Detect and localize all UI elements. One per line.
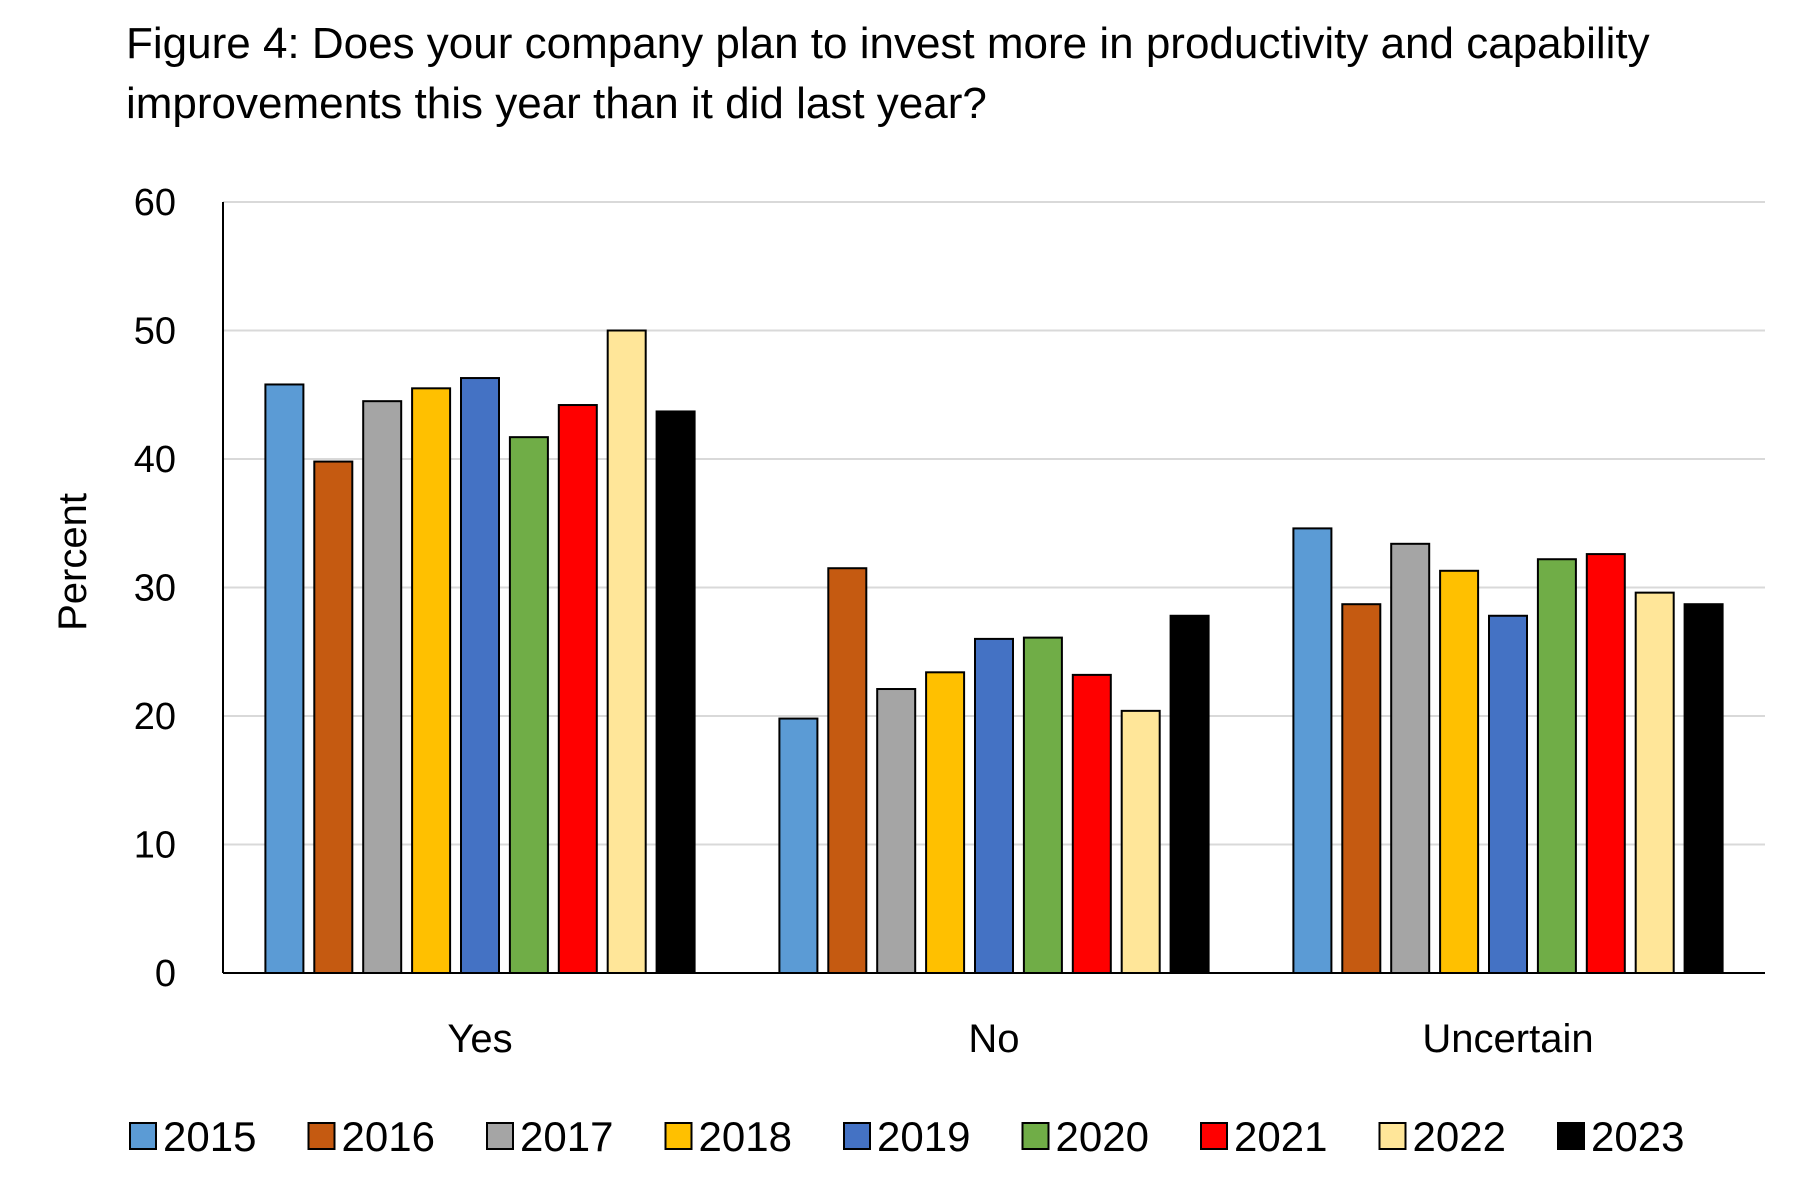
category-label-uncertain: Uncertain	[1422, 1017, 1593, 1061]
category-label-yes: Yes	[447, 1017, 512, 1061]
y-tick-labels: 0 10 20 30 40 50 60	[134, 182, 176, 995]
bar-no-2021	[1071, 673, 1112, 974]
chart-title-line-1: Figure 4: Does your company plan to inve…	[126, 19, 1650, 68]
y-tick-label-30: 30	[134, 568, 176, 610]
legend-swatch-2021	[1200, 1122, 1228, 1150]
bar-uncertain-2023	[1683, 603, 1724, 975]
bar-uncertain-2016	[1341, 603, 1382, 975]
legend-swatch-2015	[129, 1122, 157, 1150]
legend-swatch-2019	[843, 1122, 871, 1150]
bar-yes-2017	[362, 400, 403, 974]
y-axis-label: Percent	[51, 493, 95, 631]
legend-label-2015: 2015	[163, 1113, 256, 1160]
legend-label-2017: 2017	[520, 1113, 613, 1160]
bar-no-2015	[778, 717, 819, 974]
legend-swatch-2016	[307, 1122, 336, 1150]
y-tick-label-0: 0	[155, 953, 176, 995]
legend-swatch-2022	[1378, 1122, 1407, 1150]
legend: 2015 2016 2017 2018 2019 2020 2021 2022 2023	[129, 1113, 1684, 1160]
bar-yes-2023	[655, 410, 696, 974]
bars	[264, 329, 1724, 975]
bar-yes-2016	[313, 460, 354, 974]
bar-no-2022	[1120, 709, 1161, 974]
bar-yes-2015	[264, 383, 305, 975]
bar-uncertain-2022	[1634, 591, 1675, 974]
bar-uncertain-2020	[1536, 558, 1577, 974]
legend-swatch-2020	[1021, 1122, 1050, 1150]
bar-uncertain-2021	[1585, 553, 1626, 975]
legend-swatch-2017	[486, 1122, 514, 1150]
bar-uncertain-2019	[1488, 614, 1528, 975]
legend-swatch-2018	[664, 1122, 693, 1150]
bar-no-2016	[827, 567, 868, 974]
bar-yes-2019	[460, 377, 500, 975]
y-tick-label-20: 20	[134, 696, 176, 738]
y-tick-label-50: 50	[134, 311, 176, 353]
category-labels: Yes No Uncertain	[447, 1017, 1593, 1061]
legend-label-2021: 2021	[1234, 1113, 1327, 1160]
bar-uncertain-2017	[1390, 542, 1431, 974]
y-tick-label-40: 40	[134, 439, 176, 481]
legend-swatch-2023	[1557, 1122, 1585, 1150]
legend-label-2022: 2022	[1413, 1113, 1506, 1160]
chart-title-line-2: improvements this year than it did last …	[126, 79, 987, 128]
category-label-no: No	[968, 1017, 1019, 1061]
legend-label-2019: 2019	[877, 1113, 970, 1160]
bar-uncertain-2018	[1439, 569, 1480, 974]
bar-yes-2018	[411, 387, 452, 974]
bar-no-2019	[974, 637, 1014, 975]
chart-title: Figure 4: Does your company plan to inve…	[126, 14, 1786, 134]
bar-yes-2021	[557, 404, 598, 974]
legend-label-2020: 2020	[1056, 1113, 1149, 1160]
bar-yes-2020	[508, 436, 549, 974]
y-tick-label-60: 60	[134, 182, 176, 224]
legend-label-2016: 2016	[342, 1113, 435, 1160]
legend-label-2018: 2018	[699, 1113, 792, 1160]
legend-label-2023: 2023	[1591, 1113, 1684, 1160]
bar-yes-2022	[606, 329, 647, 974]
bar-no-2020	[1022, 636, 1063, 974]
axes	[222, 202, 1765, 974]
bar-uncertain-2015	[1292, 527, 1333, 974]
y-tick-label-10: 10	[134, 825, 176, 867]
bar-no-2023	[1169, 614, 1210, 975]
bar-no-2017	[876, 688, 917, 974]
bar-no-2018	[925, 671, 966, 974]
